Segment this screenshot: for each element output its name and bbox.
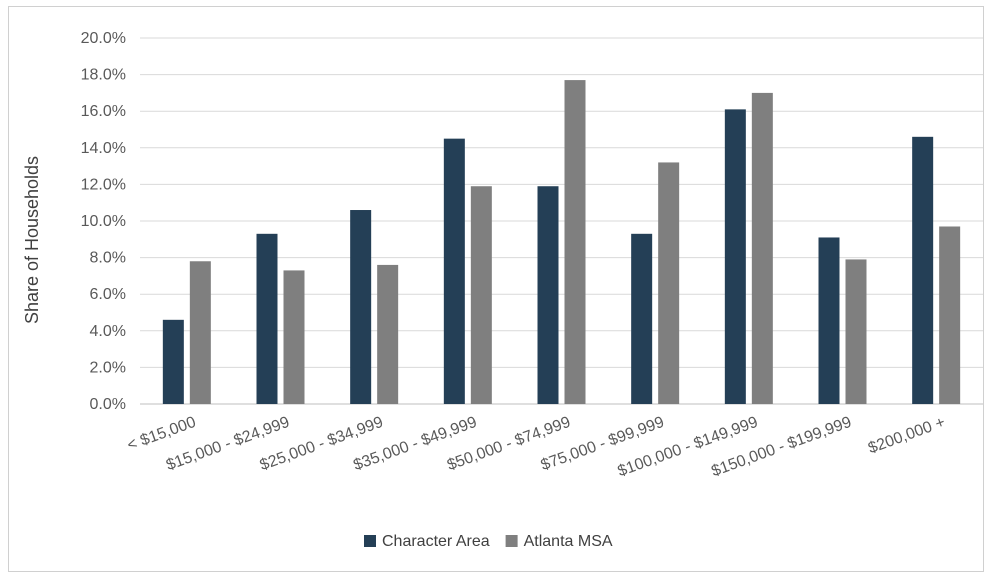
bar-atlanta-msa [751, 92, 773, 405]
y-axis-ticks: 0.0% 2.0% 4.0% 6.0% 8.0% 10.0% 12.0% 14.0% 16.0%… [81, 30, 126, 413]
bar-atlanta-msa [377, 264, 399, 404]
bars [162, 80, 961, 405]
y-tick-label: 18.0% [81, 67, 126, 84]
y-tick-label: 8.0% [90, 250, 126, 267]
bar-character-area [443, 138, 465, 404]
x-tick-label: $200,000 + [866, 414, 947, 458]
bar-character-area [537, 186, 559, 404]
y-tick-label: 10.0% [81, 213, 126, 230]
bar-character-area [631, 233, 653, 404]
bar-atlanta-msa [470, 186, 492, 404]
legend: Character Area Atlanta MSA [364, 533, 613, 550]
legend-label: Character Area [382, 533, 490, 550]
bar-atlanta-msa [845, 259, 867, 404]
y-tick-label: 12.0% [81, 176, 126, 193]
bar-character-area [818, 237, 840, 404]
y-tick-label: 14.0% [81, 140, 126, 157]
bar-atlanta-msa [283, 270, 305, 404]
y-tick-label: 6.0% [90, 286, 126, 303]
bar-atlanta-msa [189, 261, 211, 404]
x-axis-ticks: < $15,000$15,000 - $24,999$25,000 - $34,… [125, 414, 947, 481]
x-tick-label: < $15,000 [125, 414, 198, 455]
legend-label: Atlanta MSA [524, 533, 613, 550]
y-axis-label: Share of Households [22, 156, 42, 324]
bar-atlanta-msa [658, 162, 680, 404]
gridlines [140, 37, 983, 405]
y-tick-label: 16.0% [81, 103, 126, 120]
y-tick-label: 20.0% [81, 30, 126, 47]
y-tick-label: 0.0% [90, 396, 126, 413]
bar-character-area [350, 210, 372, 404]
bar-atlanta-msa [939, 226, 961, 404]
legend-swatch [364, 535, 376, 547]
bar-character-area [912, 136, 934, 404]
y-tick-label: 2.0% [90, 359, 126, 376]
bar-character-area [162, 319, 184, 404]
bar-character-area [724, 109, 746, 405]
bar-character-area [256, 233, 278, 404]
bar-atlanta-msa [564, 80, 586, 404]
y-tick-label: 4.0% [90, 323, 126, 340]
legend-swatch [505, 535, 518, 547]
